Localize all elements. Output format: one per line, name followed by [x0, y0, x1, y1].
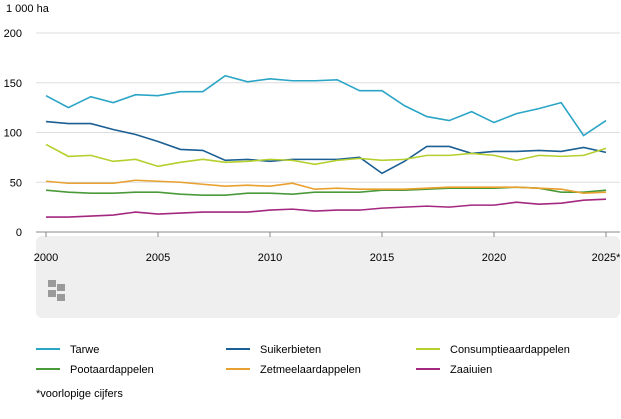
legend-label: Consumptieaardappelen: [450, 344, 570, 356]
legend-label: Pootaardappelen: [70, 364, 154, 376]
y-tick-label: 50: [10, 177, 22, 189]
x-tick-label: 2025*: [592, 252, 621, 264]
series-line: [45, 120, 607, 175]
x-tick-label: 2010: [258, 252, 282, 264]
y-axis-label: 1 000 ha: [6, 3, 50, 15]
y-tick-label: 150: [4, 78, 22, 90]
y-tick-label: 100: [4, 128, 22, 140]
logo: [48, 280, 65, 301]
legend-label: Zaaiuien: [450, 364, 492, 376]
series-line: [45, 74, 607, 137]
axis-panel: [36, 236, 620, 318]
y-tick-label: 200: [4, 28, 22, 40]
legend-label: Tarwe: [70, 344, 99, 356]
y-tick-label: 0: [16, 227, 22, 239]
x-tick-label: 2000: [34, 252, 58, 264]
x-tick-label: 2015: [370, 252, 394, 264]
x-tick-label: 2005: [146, 252, 170, 264]
legend-label: Zetmeelaardappelen: [260, 364, 361, 376]
series-line: [45, 143, 607, 168]
x-tick-label: 2020: [482, 252, 506, 264]
legend-label: Suikerbieten: [260, 344, 321, 356]
series-line: [46, 198, 607, 218]
series-line: [45, 179, 607, 194]
footnote: *voorlopige cijfers: [36, 388, 123, 400]
